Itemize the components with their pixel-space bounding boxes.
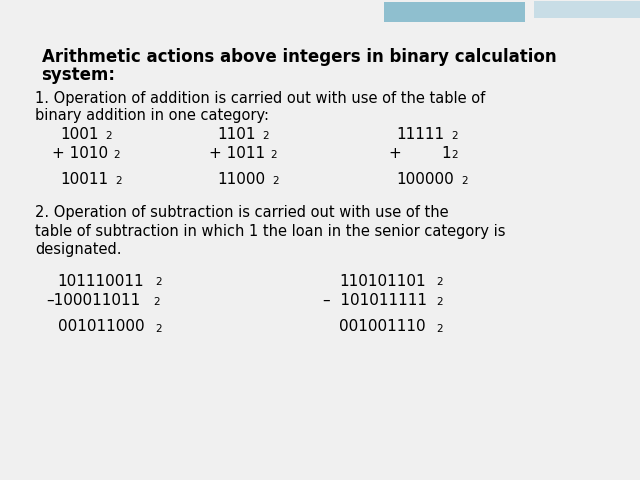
Text: table of subtraction in which 1 the loan in the senior category is: table of subtraction in which 1 the loan… [35, 224, 506, 239]
Text: 2: 2 [436, 297, 443, 307]
Text: 2: 2 [115, 176, 122, 186]
Text: 2: 2 [105, 131, 111, 141]
Text: 11111: 11111 [397, 127, 445, 142]
FancyBboxPatch shape [534, 1, 640, 18]
Text: 2: 2 [262, 131, 268, 141]
Text: 1001: 1001 [61, 127, 99, 142]
Text: –100011011: –100011011 [46, 293, 140, 308]
Text: 2: 2 [155, 277, 161, 288]
Text: + 1011: + 1011 [209, 146, 266, 161]
Text: 2: 2 [436, 324, 443, 334]
Text: 2: 2 [436, 277, 443, 288]
Text: 11000: 11000 [218, 172, 266, 187]
Text: Arithmetic actions above integers in binary calculation: Arithmetic actions above integers in bin… [42, 48, 556, 66]
Text: 2: 2 [113, 150, 120, 160]
Text: 101110011: 101110011 [58, 274, 144, 288]
Text: 2: 2 [461, 176, 467, 186]
Text: 2: 2 [451, 131, 458, 141]
FancyBboxPatch shape [384, 1, 525, 22]
Text: 2: 2 [451, 150, 458, 160]
Text: 2: 2 [272, 176, 278, 186]
Text: system:: system: [42, 66, 116, 84]
Text: binary addition in one category:: binary addition in one category: [35, 108, 269, 123]
Text: 1: 1 [442, 146, 451, 161]
Text: +: + [388, 146, 401, 161]
Text: + 1010: + 1010 [52, 146, 109, 161]
Text: 2: 2 [155, 324, 161, 334]
Text: 110101101: 110101101 [339, 274, 426, 288]
Text: 001011000: 001011000 [58, 319, 144, 334]
Text: 100000: 100000 [397, 172, 454, 187]
Text: 1. Operation of addition is carried out with use of the table of: 1. Operation of addition is carried out … [35, 91, 486, 106]
Text: 1101: 1101 [218, 127, 256, 142]
Text: 2: 2 [270, 150, 276, 160]
Text: 2: 2 [154, 297, 160, 307]
Text: –  101011111: – 101011111 [323, 293, 428, 308]
Text: designated.: designated. [35, 242, 122, 257]
Text: 001001110: 001001110 [339, 319, 426, 334]
Text: 2. Operation of subtraction is carried out with use of the: 2. Operation of subtraction is carried o… [35, 205, 449, 220]
Text: 10011: 10011 [61, 172, 109, 187]
